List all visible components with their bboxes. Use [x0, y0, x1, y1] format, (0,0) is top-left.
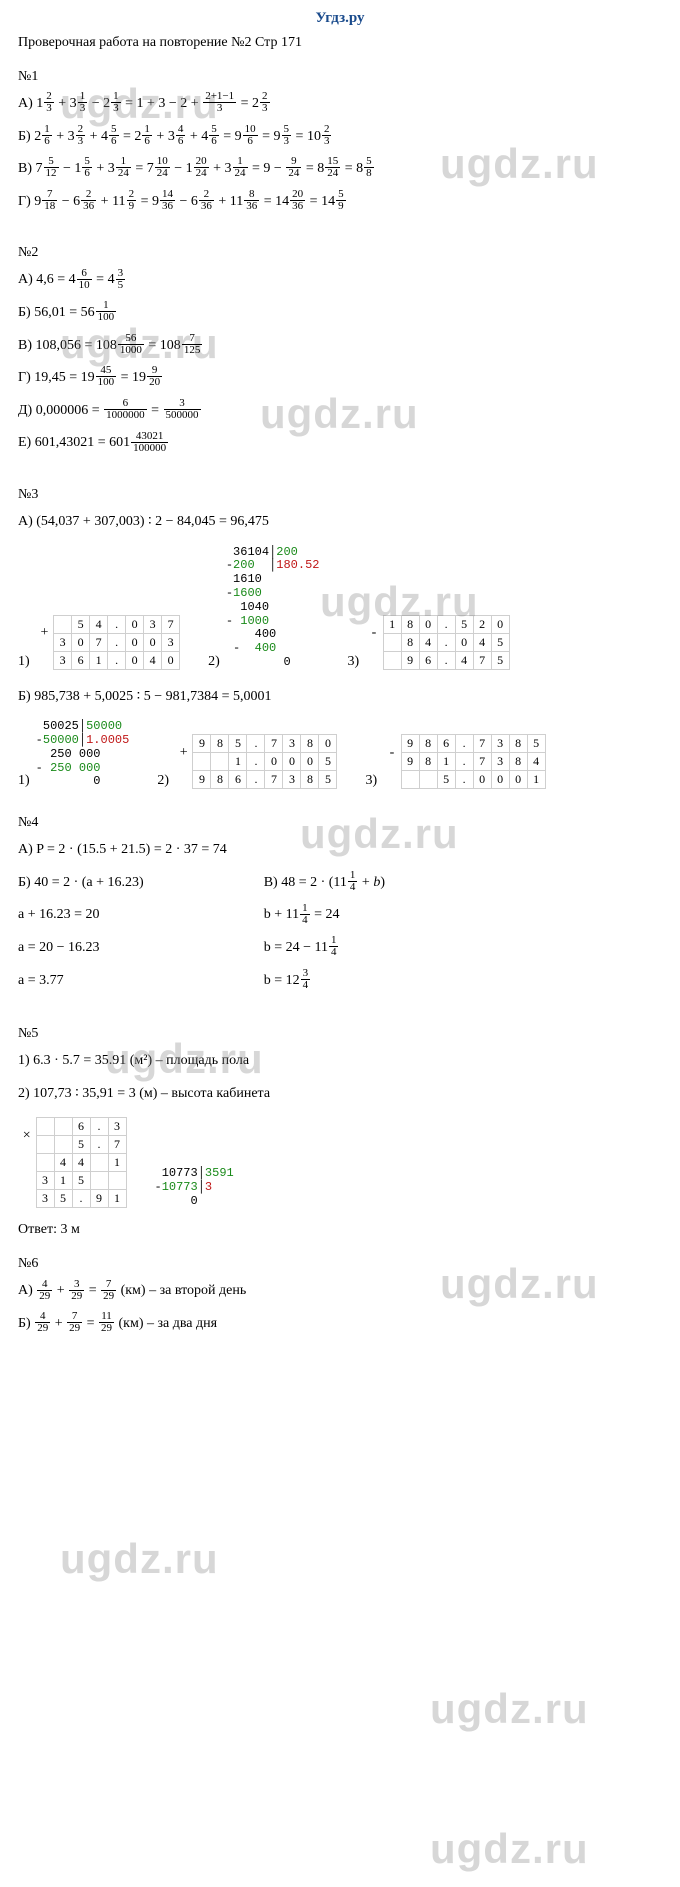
p3-b-calc-row: 1) 50025│50000 -50000│1.0005 250 000 - 2…	[18, 720, 662, 789]
calc-label-3: 3)	[347, 654, 359, 670]
p2-line-g: Г) 19,45 = 1945100 = 19920	[18, 365, 662, 392]
addition-grid-2: +985.7380 1.0005 986.7385	[175, 734, 338, 789]
p4-v3: b = 24 − 1114	[264, 935, 385, 962]
p4-b1: Б) 40 = 2 · (a + 16.23)	[18, 870, 144, 897]
p4-v1: В) 48 = 2 · (1114 + b)	[264, 870, 385, 897]
problem-1-number: №1	[18, 69, 662, 85]
label: А)	[18, 96, 36, 111]
problem-4-number: №4	[18, 815, 662, 831]
p2-line-e: Е) 601,43021 = 60143021100000	[18, 430, 662, 457]
p2-line-d: Д) 0,000006 = 61000000 = 3500000	[18, 398, 662, 425]
problem-2-number: №2	[18, 245, 662, 261]
long-division-1: 36104│200 -200 │180.52 1610 -1600 1040 -…	[226, 546, 320, 670]
label: Г) 19,45 =	[18, 370, 81, 385]
site-title: Угдз.ру	[18, 10, 662, 27]
calc-label-3b: 3)	[365, 773, 377, 789]
problem-5-number: №5	[18, 1026, 662, 1042]
page-header: Проверочная работа на повторение №2 Стр …	[18, 35, 662, 51]
watermark: ugdz.ru	[430, 1825, 589, 1873]
label: Б)	[18, 129, 34, 144]
p4-b2: a + 16.23 = 20	[18, 902, 144, 929]
p2-line-a: А) 4,6 = 4610 = 435	[18, 267, 662, 294]
p2-line-b: Б) 56,01 = 561100	[18, 300, 662, 327]
label: В) 108,056 =	[18, 338, 96, 353]
long-division-2: 50025│50000 -50000│1.0005 250 000 - 250 …	[36, 720, 130, 789]
label: Б) 56,01 =	[18, 305, 81, 320]
p2-line-v: В) 108,056 = 108561000 = 1087125	[18, 333, 662, 360]
problem-3-number: №3	[18, 487, 662, 503]
p1-line-a: А) 123 + 313 − 213 = 1 + 3 − 2 + 2+1−13 …	[18, 91, 662, 118]
long-division-3: 10773│3591 -10773│3 0	[155, 1167, 234, 1208]
label: В)	[18, 161, 36, 176]
p6-line-a: А) 429 + 329 = 729 (км) – за второй день	[18, 1278, 662, 1305]
p3-line-b: Б) 985,738 + 5,0025 ∶ 5 − 981,7384 = 5,0…	[18, 684, 662, 711]
label: Д) 0,000006 =	[18, 403, 103, 418]
p4-v2: b + 1114 = 24	[264, 902, 385, 929]
label: Г)	[18, 194, 34, 209]
watermark: ugdz.ru	[60, 1535, 219, 1583]
p6-line-b: Б) 429 + 729 = 1129 (км) – за два дня	[18, 1311, 662, 1338]
p5-l2: 2) 107,73 ∶ 35,91 = 3 (м) – высота кабин…	[18, 1081, 662, 1108]
p4-v4: b = 1234	[264, 968, 385, 995]
label: Е) 601,43021 =	[18, 435, 109, 450]
watermark: ugdz.ru	[430, 1685, 589, 1733]
p1-line-v: В) 7512 − 156 + 3124 = 71024 − 12024 + 3…	[18, 156, 662, 183]
p3-line-a: А) (54,037 + 307,003) ∶ 2 − 84,045 = 96,…	[18, 509, 662, 536]
p4-b3: a = 20 − 16.23	[18, 935, 144, 962]
p5-l1: 1) 6.3 · 5.7 = 35.91 (м²) – площадь пола	[18, 1048, 662, 1075]
subtraction-grid-1: -180.520 84.045 96.475	[365, 615, 510, 670]
p4-line-a: А) P = 2 · (15.5 + 21.5) = 2 · 37 = 74	[18, 837, 662, 864]
p4-b4: a = 3.77	[18, 968, 144, 995]
calc-label-2: 2)	[208, 654, 220, 670]
calc-label-2b: 2)	[157, 773, 169, 789]
problem-6-number: №6	[18, 1256, 662, 1272]
p5-answer: Ответ: 3 м	[18, 1222, 662, 1238]
p3-a-calc-row: 1) +54.037 307.003 361.040 2) 36104│200 …	[18, 546, 662, 670]
p4-two-col: Б) 40 = 2 · (a + 16.23) a + 16.23 = 20 a…	[18, 870, 662, 1000]
calc-label-1: 1)	[18, 654, 30, 670]
addition-grid-1: +54.037 307.003 361.040	[36, 615, 181, 670]
p1-line-g: Г) 9718 − 6236 + 1129 = 91436 − 6236 + 1…	[18, 189, 662, 216]
multiplication-grid: ×6.3 5.7 441 315 35.91	[18, 1117, 127, 1208]
calc-label-1b: 1)	[18, 773, 30, 789]
p1-line-b: Б) 216 + 323 + 456 = 216 + 346 + 456 = 9…	[18, 124, 662, 151]
label: А) 4,6 =	[18, 272, 69, 287]
subtraction-grid-2: -986.7385 981.7384 5.0001	[383, 734, 546, 789]
p5-calc-row: ×6.3 5.7 441 315 35.91 10773│3591 -10773…	[18, 1117, 662, 1208]
